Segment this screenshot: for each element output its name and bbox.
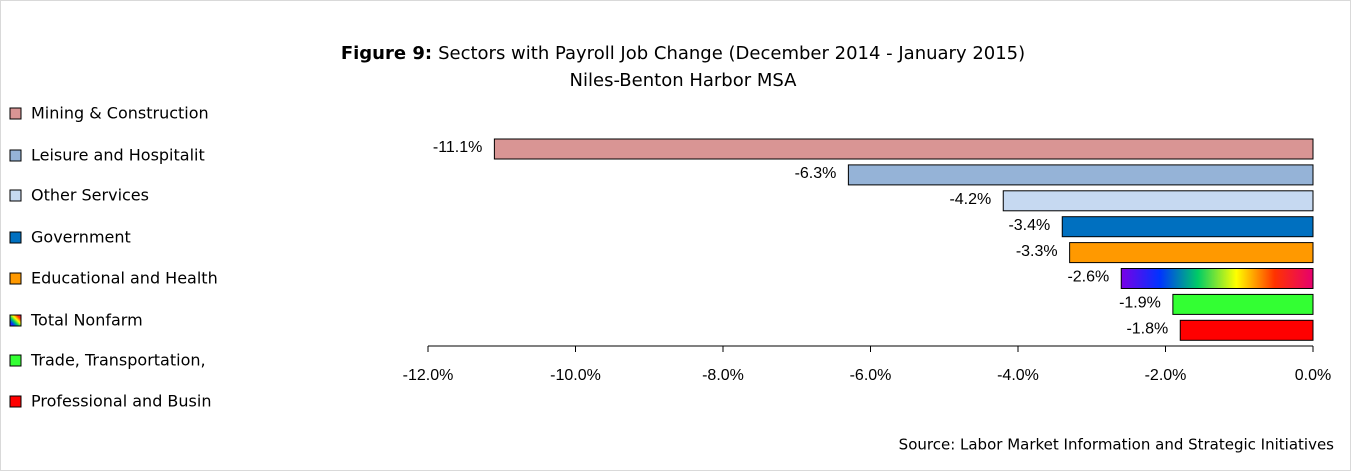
x-tick-label: -2.0% (1145, 367, 1187, 384)
bar (493, 138, 1314, 160)
value-label: -3.3% (1016, 243, 1058, 260)
x-tick-label: -6.0% (850, 367, 892, 384)
bar (847, 164, 1314, 186)
source: Source: Labor Market Information and Str… (899, 436, 1335, 454)
chart-title: Figure 9: Sectors with Payroll Job Change… (341, 43, 1025, 64)
legend-swatch (9, 272, 22, 285)
chart-subtitle: Niles-Benton Harbor MSA (570, 70, 798, 91)
legend-label: Government (31, 228, 131, 247)
bar (1172, 293, 1314, 315)
bar (1179, 319, 1314, 341)
value-label: -1.8% (1126, 321, 1168, 338)
bar (1061, 216, 1314, 238)
legend-swatch (9, 314, 22, 327)
legend-swatch (9, 189, 22, 202)
value-label: -6.3% (795, 165, 837, 182)
legend-swatch (9, 231, 22, 244)
legend-label: Trade, Transportation, (30, 351, 206, 370)
bar (1120, 268, 1314, 289)
value-label: -2.6% (1067, 269, 1109, 286)
x-tick-label: 0.0% (1295, 367, 1331, 384)
legend-label: Educational and Health (31, 269, 218, 288)
legend-swatch (9, 149, 22, 162)
legend-label: Leisure and Hospitalit (31, 146, 205, 165)
legend-label: Total Nonfarm (30, 311, 143, 330)
x-tick-label: -10.0% (550, 367, 601, 384)
legend-swatch (9, 354, 22, 367)
legend-label: Professional and Busin (31, 392, 211, 411)
legend-label: Mining & Construction (31, 104, 209, 123)
legend-label: Other Services (31, 186, 149, 205)
value-label: -3.4% (1008, 217, 1050, 234)
legend-swatch (9, 107, 22, 120)
title-label: Figure 9: (341, 43, 432, 64)
bar (1002, 190, 1314, 212)
value-label: -11.1% (433, 139, 483, 156)
x-tick-label: -4.0% (997, 367, 1039, 384)
bar (1069, 242, 1314, 264)
title-text: Sectors with Payroll Job Change (Decembe… (438, 43, 1025, 64)
x-tick-label: -8.0% (702, 367, 744, 384)
x-tick-label: -12.0% (403, 367, 454, 384)
legend-swatch (9, 395, 22, 408)
value-label: -4.2% (949, 191, 991, 208)
value-label: -1.9% (1119, 295, 1161, 312)
